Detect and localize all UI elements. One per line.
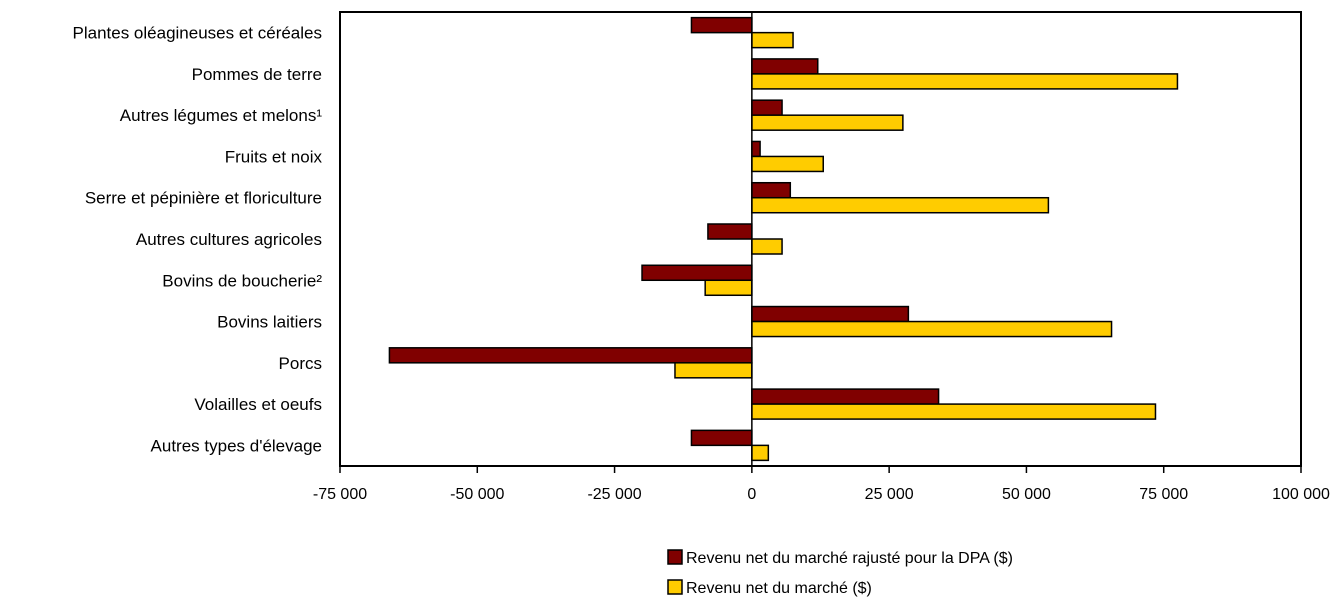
bars-group xyxy=(388,16,1179,462)
bar-net-income xyxy=(751,320,1113,338)
bar-net-income xyxy=(751,73,1179,90)
bar-net-income xyxy=(751,238,783,255)
legend-swatch xyxy=(667,579,683,595)
bar-adjusted-net-income xyxy=(751,388,940,405)
x-tick-label: -25 000 xyxy=(587,486,641,503)
bar-adjusted-net-income xyxy=(690,16,753,34)
bar-net-income xyxy=(751,31,794,49)
category-label: Autres types d'élevage xyxy=(151,436,322,455)
x-tick-label: 0 xyxy=(747,486,756,503)
category-label: Serre et pépinière et floriculture xyxy=(85,189,322,208)
x-tick-label: -75 000 xyxy=(313,486,367,503)
bar-adjusted-net-income xyxy=(751,140,761,158)
plot-area-frame xyxy=(339,11,1302,467)
x-tick-label: 25 000 xyxy=(865,486,914,503)
x-tick-label: -50 000 xyxy=(450,486,504,503)
bar-net-income xyxy=(751,444,770,462)
bar-adjusted-net-income xyxy=(707,223,753,240)
category-label: Porcs xyxy=(279,354,322,373)
bar-net-income xyxy=(674,362,753,379)
bar-net-income xyxy=(704,279,753,297)
legend-label: Revenu net du marché rajusté pour la DPA… xyxy=(686,550,1013,567)
x-tick-label: 75 000 xyxy=(1139,486,1188,503)
bar-adjusted-net-income xyxy=(751,305,910,323)
bar-net-income xyxy=(751,403,1157,420)
category-label: Bovins de boucherie² xyxy=(162,271,322,290)
x-tick-label: 100 000 xyxy=(1272,486,1330,503)
bar-adjusted-net-income xyxy=(751,181,792,199)
bar-adjusted-net-income xyxy=(641,264,753,282)
bar-adjusted-net-income xyxy=(388,347,753,364)
category-label: Autres légumes et melons¹ xyxy=(120,106,323,125)
bar-adjusted-net-income xyxy=(751,99,783,116)
category-label: Fruits et noix xyxy=(225,147,323,166)
category-label: Pommes de terre xyxy=(192,65,322,84)
category-label: Volailles et oeufs xyxy=(194,395,322,414)
bar-adjusted-net-income xyxy=(690,429,753,447)
bar-adjusted-net-income xyxy=(751,58,819,75)
bar-net-income xyxy=(751,155,824,173)
legend: Revenu net du marché rajusté pour la DPA… xyxy=(667,549,1013,597)
category-label: Bovins laitiers xyxy=(217,313,322,332)
bar-net-income xyxy=(751,114,904,131)
bar-net-income xyxy=(751,196,1050,214)
legend-swatch xyxy=(667,549,683,565)
legend-label: Revenu net du marché ($) xyxy=(686,580,872,597)
x-axis-ticks: -75 000 -50 000 -25 000 0 25 000 50 000 75 000… xyxy=(313,466,1330,503)
x-tick-label: 50 000 xyxy=(1002,486,1051,503)
category-label: Autres cultures agricoles xyxy=(136,230,322,249)
category-labels: Plantes oléagineuses et céréales Pommes d… xyxy=(73,24,323,456)
category-label: Plantes oléagineuses et céréales xyxy=(73,24,323,43)
